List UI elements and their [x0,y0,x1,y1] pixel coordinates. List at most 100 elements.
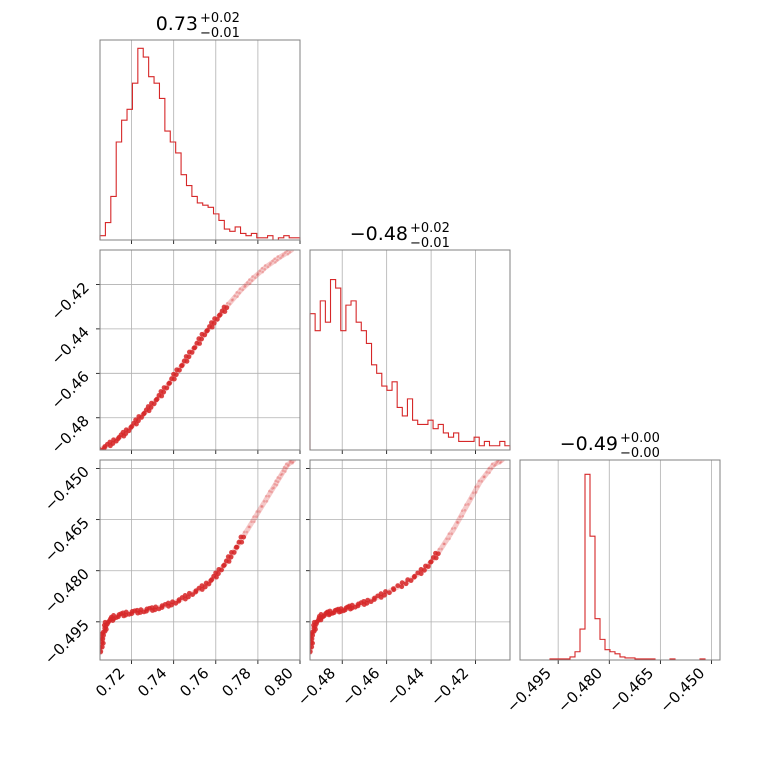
scatter-point [261,270,265,274]
scatter-point [176,598,182,604]
scatter-point [166,381,172,386]
scatter-point [258,269,262,273]
x-tick-label: −0.465 [605,664,657,716]
scatter-point [224,305,230,311]
scatter-point [260,505,263,508]
scatter-point [262,499,266,503]
panel-title: −0.49 +0.00−0.00 [560,431,660,461]
panel-r0-c0: 0.73 +0.02−0.01 [99,11,301,244]
scatter-point [236,295,239,299]
scatter-point [310,649,313,655]
scatter-point [260,266,264,270]
x-tick-label: 0.78 [218,664,254,700]
y-tick-label: −0.480 [41,565,93,617]
scatter-point [310,636,315,642]
scatter-point [263,264,267,267]
scatter-point [403,581,409,587]
panel-title: −0.48 +0.02−0.01 [350,221,450,251]
scatter-point [437,547,441,551]
scatter-point [450,532,453,536]
scatter-point [433,555,439,561]
title-upper-error: +0.00 [620,431,660,446]
scatter-point [189,350,195,355]
scatter-point [230,299,234,302]
scatter-point [310,640,315,646]
scatter-point [144,608,149,614]
title-upper-error: +0.02 [200,11,240,26]
scatter-point [425,564,431,569]
scatter-point [270,490,273,494]
scatter-point [153,397,159,403]
scatter-point [477,485,480,488]
scatter-point [268,489,271,493]
scatter-point [239,539,245,545]
scatter-point [274,261,277,264]
scatter-point [105,619,111,625]
scatter-point [251,275,254,278]
scatter-point [115,614,121,620]
x-tick-label: 0.76 [176,664,212,700]
scatter-density-band [100,250,295,450]
scatter-point [467,503,470,506]
scatter-point [284,470,287,473]
scatter-point [291,461,294,465]
scatter-point [285,466,288,470]
scatter-point [275,483,279,487]
scatter-point [289,460,292,463]
scatter-point [228,302,232,306]
scatter-point [115,436,121,442]
scatter-point [250,520,253,524]
scatter-point [281,469,285,472]
scatter-point [371,597,377,602]
title-value: −0.48 [350,223,408,245]
scatter-point [443,542,446,546]
scatter-point [282,253,285,256]
scatter-point [248,278,251,281]
scatter-point [128,425,134,430]
scatter-point [244,284,247,287]
scatter-density-band [310,460,505,656]
scatter-point [243,285,246,289]
scatter-point [408,578,414,583]
scatter-point [455,520,459,524]
scatter-point [273,482,277,486]
scatter-point [355,603,361,609]
scatter-point [287,463,290,466]
scatter-point [458,515,462,518]
scatter-point [286,252,290,256]
scatter-points [100,250,295,450]
scatter-point [214,316,220,322]
scatter-point [483,475,486,478]
scatter-point [233,294,237,298]
scatter-point [278,477,282,480]
scatter-point [383,589,388,594]
scatter-point [387,590,392,596]
panel-title: 0.73 +0.02−0.01 [156,11,240,41]
panel-frame [99,39,301,241]
scatter-point [222,309,228,314]
scatter-point [310,629,315,635]
scatter-point [179,363,184,369]
scatter-point [184,358,190,364]
scatter-point [242,530,246,534]
scatter-point [191,345,197,351]
x-tick-label: 0.80 [260,664,296,700]
panel-frame [99,249,301,451]
scatter-point [442,542,446,546]
title-value: 0.73 [156,13,198,35]
scatter-point [461,514,465,518]
scatter-point [284,462,288,466]
scatter-point [281,254,284,258]
scatter-point [173,372,179,378]
scatter-point [440,547,443,551]
scatter-point [286,464,290,468]
scatter-point [498,461,502,465]
x-tick-label: −0.44 [383,664,428,709]
scatter-point [253,276,257,279]
scatter-point [418,571,424,577]
scatter-point [482,475,486,479]
y-tick-label: −0.44 [48,323,93,368]
scatter-point [141,411,146,417]
scatter-point [129,611,135,617]
